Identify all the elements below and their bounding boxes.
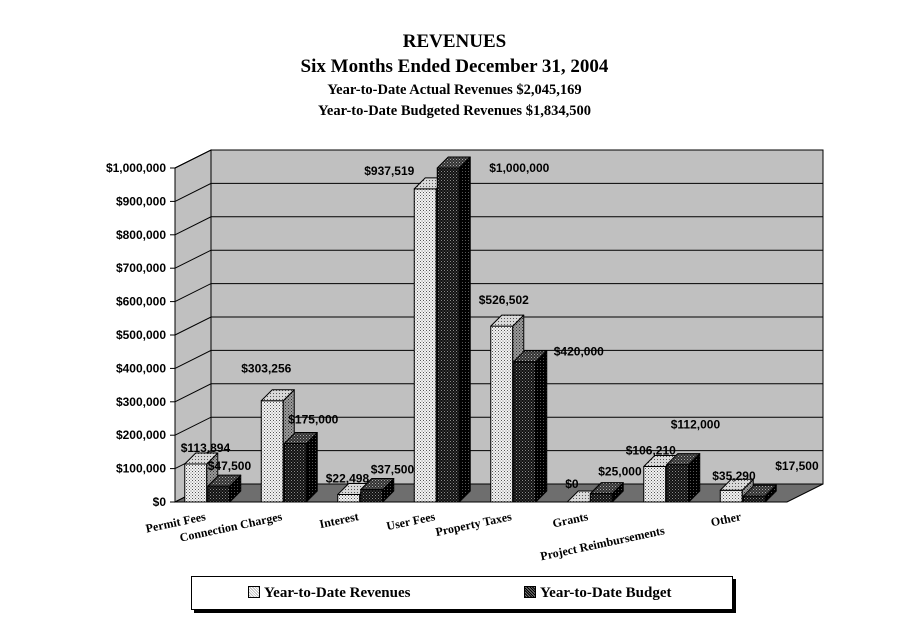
bar-revenue-7-top — [719, 478, 754, 491]
bar-revenue-3-front — [413, 188, 437, 503]
legend-item-budget: Year-to-Date Budget — [524, 585, 672, 602]
bar-budget-2-front — [360, 488, 384, 503]
category-label-4: Property Taxes — [434, 509, 513, 539]
bar-budget-7-front — [742, 495, 766, 503]
data-label-revenue-6: $106,210 — [626, 444, 676, 458]
chart-subtitle-budgeted: Year-to-Date Budgeted Revenues $1,834,50… — [318, 103, 591, 119]
bar-budget-4-top — [513, 350, 548, 363]
bar-budget-7 — [742, 484, 777, 503]
y-tick-label: $700,000 — [116, 261, 166, 275]
bar-revenue-4-top — [490, 314, 525, 327]
category-label-3: User Fees — [385, 509, 437, 533]
bar-revenue-4-front — [490, 325, 514, 503]
data-label-budget-2: $37,500 — [371, 462, 415, 476]
chart-legend: Year-to-Date Revenues Year-to-Date Budge… — [191, 576, 733, 610]
data-label-revenue-3: $937,519 — [364, 164, 414, 178]
y-tick-label: $200,000 — [116, 428, 166, 442]
data-label-revenue-2: $22,498 — [326, 471, 370, 485]
bar-budget-4 — [513, 350, 548, 503]
bar-budget-5-top — [589, 482, 624, 495]
bar-budget-3-front — [436, 167, 460, 503]
bar-budget-4-side — [535, 350, 548, 503]
bar-budget-5 — [589, 482, 624, 503]
data-label-budget-4: $420,000 — [554, 345, 604, 359]
bar-budget-3-side — [458, 156, 471, 503]
y-tick-label: $300,000 — [116, 395, 166, 409]
data-label-revenue-1: $303,256 — [241, 362, 291, 376]
bar-budget-6-top — [666, 453, 701, 466]
bar-budget-2-top — [360, 477, 395, 490]
y-tick-label: $0 — [153, 495, 167, 509]
data-label-revenue-7: $35,290 — [712, 469, 756, 483]
bar-budget-0-front — [207, 485, 231, 503]
category-label-5: Grants — [551, 509, 589, 530]
data-label-revenue-0: $113,894 — [181, 441, 231, 455]
bar-revenue-2-front — [337, 493, 361, 503]
bar-revenue-7-front — [719, 489, 743, 503]
bar-revenue-0-front — [184, 463, 208, 503]
legend-swatch-revenues — [248, 586, 260, 598]
bar-budget-0 — [207, 474, 242, 503]
bar-budget-5-front — [589, 493, 613, 503]
bar-budget-1-front — [283, 443, 307, 503]
data-label-revenue-4: $526,502 — [479, 293, 529, 307]
data-label-revenue-5: $0 — [565, 477, 579, 491]
legend-label-budget: Year-to-Date Budget — [540, 585, 672, 601]
y-tick-label: $500,000 — [116, 328, 166, 342]
gridline — [174, 216, 823, 236]
gridline — [174, 349, 823, 369]
bar-budget-3-top — [436, 156, 471, 169]
gridline — [174, 249, 823, 269]
gridline — [174, 383, 823, 403]
bar-budget-7-top — [742, 484, 777, 497]
category-label-2: Interest — [318, 509, 360, 531]
legend-item-revenues: Year-to-Date Revenues — [248, 585, 410, 602]
y-tick-label: $600,000 — [116, 295, 166, 309]
bar-revenue-6-front — [643, 466, 667, 503]
bar-revenue-1-front — [260, 400, 284, 503]
data-label-budget-5: $25,000 — [598, 465, 642, 479]
gridline — [174, 283, 823, 303]
y-tick-label: $1,000,000 — [106, 161, 166, 175]
revenue-bar-chart: $0 $100,000 $200,000 $300,000 $400,000 $500,0… — [106, 149, 824, 563]
bar-budget-1 — [283, 432, 318, 503]
bar-budget-2 — [360, 477, 395, 503]
gridline — [174, 416, 823, 436]
bar-budget-1-side — [305, 432, 318, 503]
data-label-budget-7: $17,500 — [775, 459, 819, 473]
bar-budget-1-top — [283, 432, 318, 445]
chart-title: REVENUES — [402, 31, 507, 52]
data-label-budget-6: $112,000 — [671, 418, 721, 432]
y-tick-label: $400,000 — [116, 361, 166, 375]
data-label-budget-1: $175,000 — [288, 413, 338, 427]
data-label-budget-0: $47,500 — [208, 459, 252, 473]
y-tick-label: $100,000 — [116, 462, 166, 476]
bar-revenue-1-top — [260, 389, 295, 402]
data-label-budget-3: $1,000,000 — [489, 161, 549, 175]
gridline — [174, 182, 823, 202]
y-tick-label: $900,000 — [116, 194, 166, 208]
chart-subtitle-period: Six Months Ended December 31, 2004 — [300, 56, 609, 77]
bar-budget-6-front — [666, 464, 690, 503]
chart-titles: REVENUES Six Months Ended December 31, 2… — [0, 30, 909, 122]
gridline — [174, 149, 823, 169]
y-tick-label: $800,000 — [116, 228, 166, 242]
bar-budget-6 — [666, 453, 701, 503]
legend-swatch-budget — [524, 586, 536, 598]
bar-budget-3 — [436, 156, 471, 503]
bar-revenue-0-top — [184, 452, 219, 465]
legend-label-revenues: Year-to-Date Revenues — [264, 585, 411, 601]
bar-budget-4-front — [513, 361, 537, 503]
chart-subtitle-actual: Year-to-Date Actual Revenues $2,045,169 — [327, 82, 582, 98]
bar-budget-0-top — [207, 474, 242, 487]
category-label-7: Other — [709, 509, 743, 529]
gridline — [174, 316, 823, 336]
